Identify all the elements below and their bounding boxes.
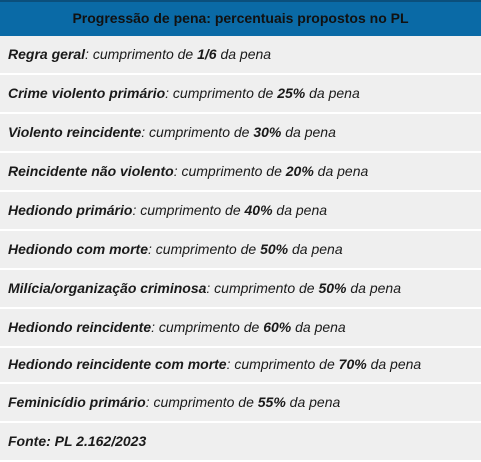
row-value: 55% [257, 394, 286, 410]
table-row: Hediondo reincidente: cumprimento de 60%… [0, 309, 481, 348]
table-row: Milícia/organização criminosa: cumprimen… [0, 270, 481, 309]
row-suffix: da pena [285, 394, 341, 410]
row-value: 60% [263, 319, 292, 335]
row-value: 30% [253, 124, 282, 140]
row-connector: : cumprimento de [151, 319, 264, 335]
table-row: Hediondo com morte: cumprimento de 50% d… [0, 231, 481, 270]
table-row: Violento reincidente: cumprimento de 30%… [0, 114, 481, 153]
row-suffix: da pena [313, 163, 369, 179]
row-suffix: da pena [272, 202, 328, 218]
row-connector: : cumprimento de [141, 124, 254, 140]
row-suffix: da pena [305, 85, 360, 101]
row-value: 25% [277, 85, 306, 101]
source-row: Fonte: PL 2.162/2023 [0, 423, 481, 462]
row-label: Hediondo com morte [8, 241, 149, 257]
row-suffix: da pena [291, 319, 346, 335]
table-row: Reincidente não violento: cumprimento de… [0, 153, 481, 192]
row-value: 50% [260, 241, 289, 257]
row-connector: : cumprimento de [165, 85, 278, 101]
row-suffix: da pena [288, 241, 343, 257]
row-connector: : cumprimento de [145, 394, 258, 410]
row-label: Hediondo reincidente [8, 319, 152, 335]
row-label: Crime violento primário [8, 85, 166, 101]
row-value: 20% [285, 163, 314, 179]
row-connector: : cumprimento de [132, 202, 245, 218]
source-text: Fonte: PL 2.162/2023 [8, 433, 147, 449]
table-row: Hediondo primário: cumprimento de 40% da… [0, 192, 481, 231]
row-label: Reincidente não violento [8, 163, 174, 179]
row-value: 70% [338, 356, 367, 372]
row-value: 1/6 [197, 46, 217, 62]
row-suffix: da pena [216, 46, 272, 62]
row-label: Milícia/organização criminosa [8, 280, 207, 296]
row-connector: : cumprimento de [226, 356, 339, 372]
row-connector: : cumprimento de [206, 280, 319, 296]
table-row: Feminicídio primário: cumprimento de 55%… [0, 384, 481, 423]
row-label: Regra geral [8, 46, 86, 62]
row-suffix: da pena [366, 356, 422, 372]
row-suffix: da pena [281, 124, 336, 140]
row-value: 40% [244, 202, 273, 218]
table-row: Crime violento primário: cumprimento de … [0, 75, 481, 114]
row-connector: : cumprimento de [148, 241, 261, 257]
row-connector: : cumprimento de [85, 46, 198, 62]
row-suffix: da pena [346, 280, 401, 296]
row-label: Violento reincidente [8, 124, 142, 140]
row-connector: : cumprimento de [173, 163, 286, 179]
row-value: 50% [318, 280, 347, 296]
row-label: Hediondo reincidente com morte [8, 356, 227, 372]
row-label: Hediondo primário [8, 202, 133, 218]
table-row: Hediondo reincidente com morte: cumprime… [0, 348, 481, 384]
row-label: Feminicídio primário [8, 394, 146, 410]
table-row: Regra geral: cumprimento de 1/6 da pena [0, 36, 481, 75]
table-title: Progressão de pena: percentuais proposto… [0, 0, 481, 36]
